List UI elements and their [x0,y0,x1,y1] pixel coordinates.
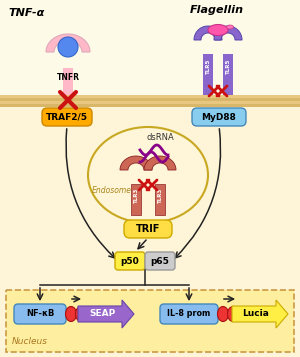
Text: TRIF: TRIF [136,224,160,234]
Ellipse shape [88,127,208,223]
Text: p65: p65 [151,256,169,266]
Text: TNF-α: TNF-α [8,8,44,18]
Polygon shape [78,300,134,328]
Polygon shape [214,26,242,40]
Text: p50: p50 [121,256,140,266]
FancyBboxPatch shape [124,220,172,238]
Text: SEAP: SEAP [89,310,115,318]
Text: dsRNA: dsRNA [146,132,174,141]
Text: Endosome: Endosome [92,186,132,195]
FancyBboxPatch shape [42,108,92,126]
Bar [0,95,300,357]
Ellipse shape [226,25,233,29]
Bar [155,184,165,215]
FancyBboxPatch shape [192,108,246,126]
Bar [203,54,213,95]
Polygon shape [120,156,152,170]
Text: NF-κB: NF-κB [26,310,54,318]
Bar [0,95,300,98]
Bar [0,104,300,107]
Bar [0,98,300,101]
Text: TLR5: TLR5 [206,58,211,74]
FancyBboxPatch shape [14,304,66,324]
Ellipse shape [65,307,76,322]
Bar [6,290,294,352]
Text: Nucleus: Nucleus [12,337,48,346]
FancyBboxPatch shape [160,304,218,324]
Ellipse shape [218,307,229,322]
Polygon shape [194,26,222,40]
Ellipse shape [227,307,239,322]
FancyBboxPatch shape [115,252,145,270]
Text: Lucia: Lucia [243,310,269,318]
Text: TRAF2/5: TRAF2/5 [46,112,88,121]
Text: TLR5: TLR5 [226,58,230,74]
Bar [223,54,233,95]
Polygon shape [144,156,176,170]
Polygon shape [232,300,288,328]
Ellipse shape [76,307,86,322]
Bar [131,184,141,215]
Ellipse shape [208,25,228,35]
Text: TLR3: TLR3 [134,187,139,203]
Text: MyD88: MyD88 [202,112,236,121]
Bar [0,101,300,104]
Text: IL-8 prom: IL-8 prom [167,310,211,318]
Text: TLR3: TLR3 [158,187,163,203]
Circle shape [58,37,78,57]
Polygon shape [46,34,90,52]
Text: Flagellin: Flagellin [190,5,244,15]
Text: TNFR: TNFR [56,74,80,82]
Bar [63,68,73,95]
Bar [0,0,300,95]
FancyBboxPatch shape [145,252,175,270]
